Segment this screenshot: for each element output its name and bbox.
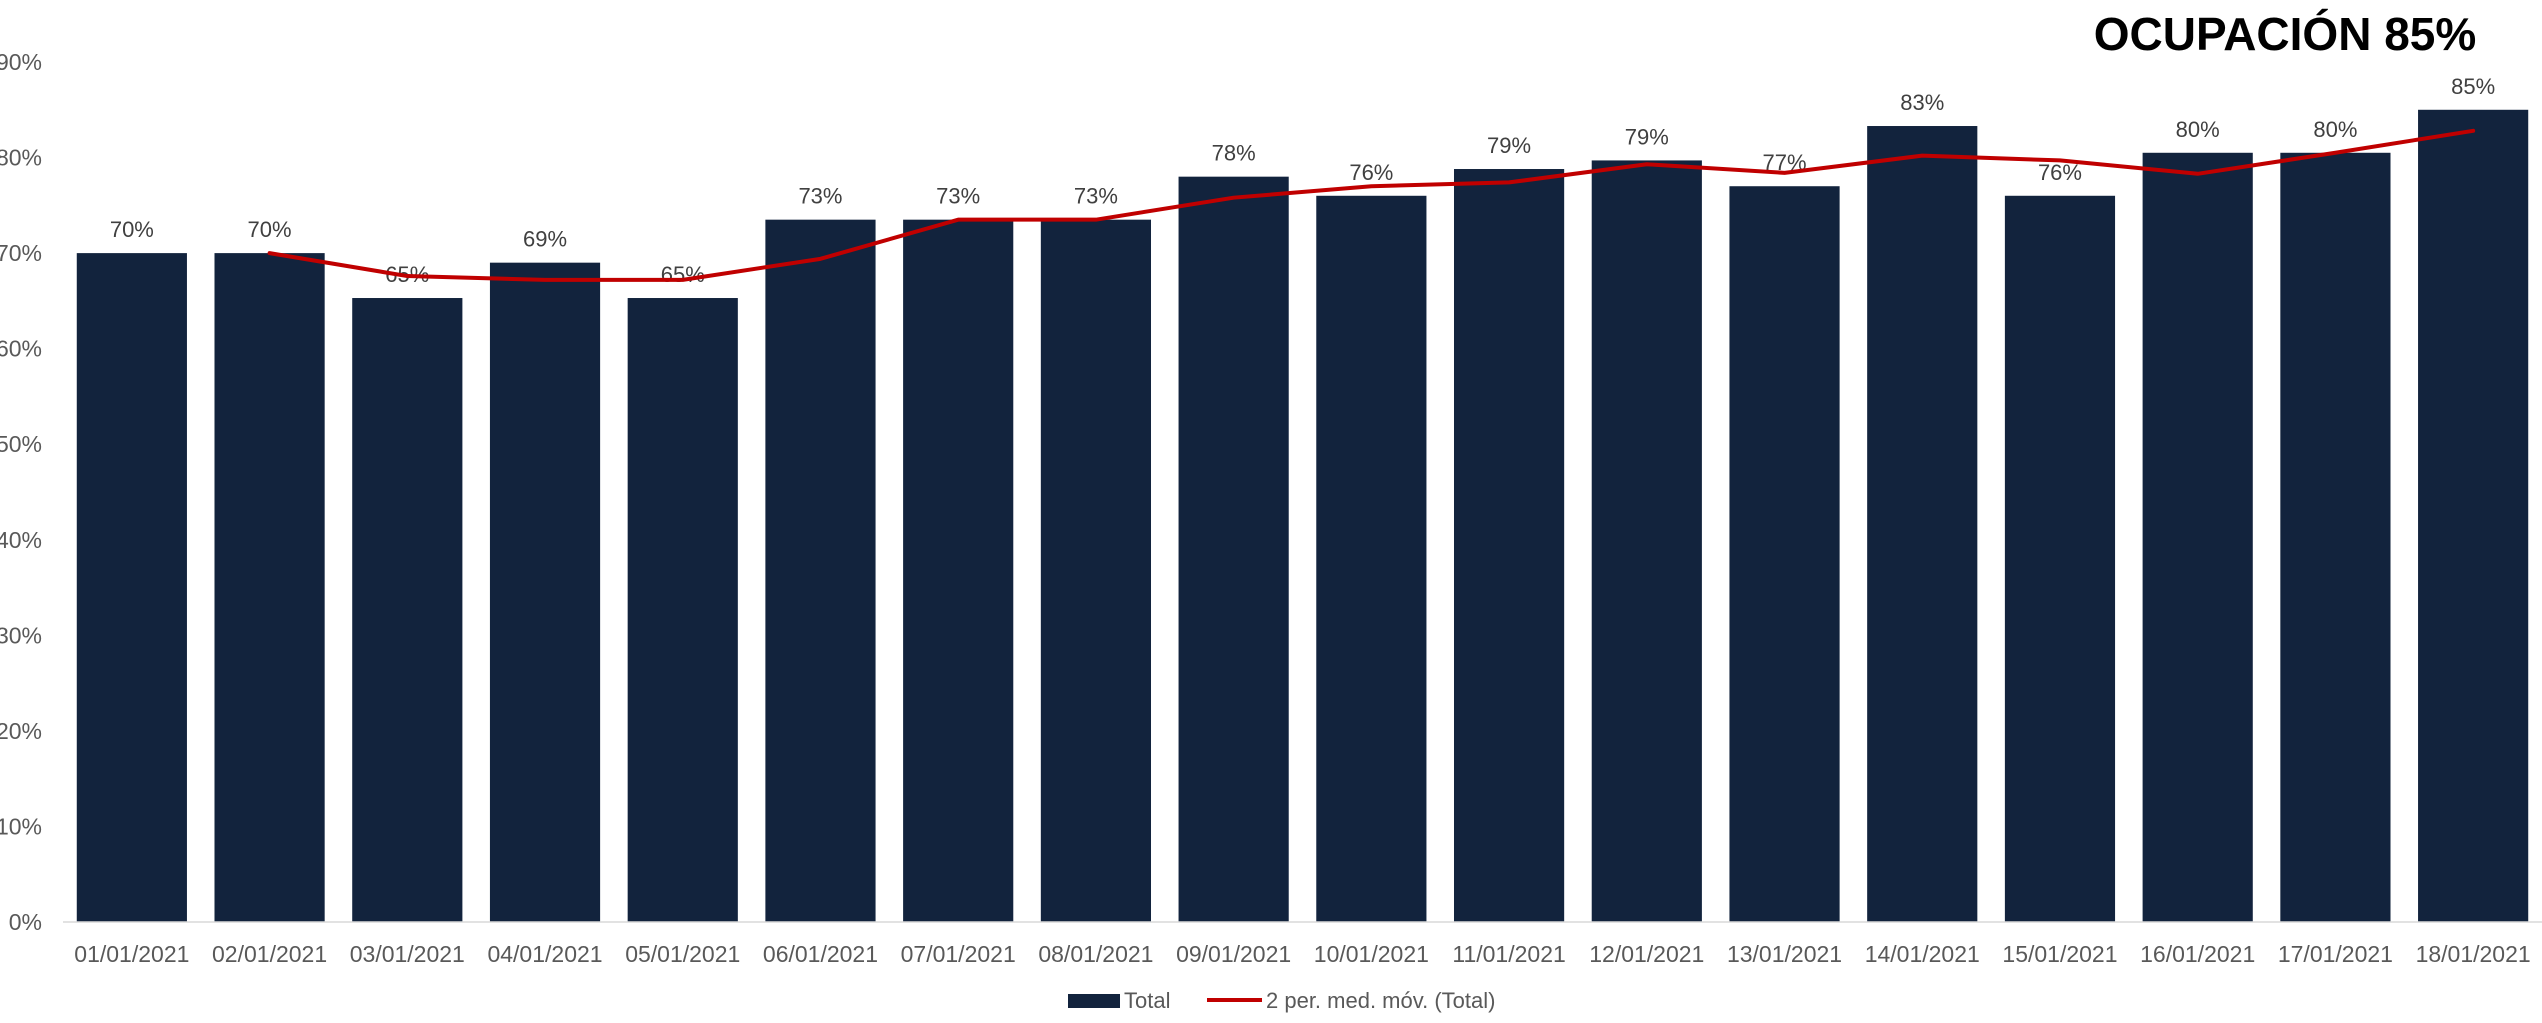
chart-title: OCUPACIÓN 85%: [2094, 8, 2477, 60]
x-tick-label: 09/01/2021: [1176, 941, 1291, 967]
bar-total: [489, 262, 601, 923]
y-tick-label: 70%: [0, 240, 42, 266]
bar-data-label: 78%: [1212, 141, 1256, 166]
x-tick-label: 03/01/2021: [350, 941, 465, 967]
moving-average-series: [267, 128, 2476, 282]
bar-data-label: 73%: [798, 184, 842, 209]
bar-data-label: 79%: [1625, 124, 1669, 149]
y-tick-label: 30%: [0, 622, 42, 648]
bar-total: [903, 219, 1014, 922]
bar-total: [1316, 195, 1427, 922]
bar-data-label: 69%: [523, 227, 567, 252]
bar-data-label: 76%: [2038, 160, 2082, 185]
bar-total: [1453, 169, 1565, 922]
bar-data-label: 79%: [1487, 133, 1531, 158]
y-tick-label: 40%: [0, 527, 42, 553]
bar-data-label: 80%: [2313, 117, 2357, 142]
y-tick-label: 60%: [0, 336, 42, 362]
bar-total: [2418, 109, 2529, 923]
x-tick-label: 18/01/2021: [2416, 941, 2531, 967]
legend: Total 2 per. med. móv. (Total): [1068, 988, 1495, 1013]
x-tick-label: 04/01/2021: [487, 941, 602, 967]
x-tick-label: 17/01/2021: [2278, 941, 2393, 967]
x-tick-label: 02/01/2021: [212, 941, 327, 967]
x-tick-label: 14/01/2021: [1865, 941, 1980, 967]
bar-data-label: 76%: [1349, 160, 1393, 185]
bar-total: [1178, 176, 1289, 922]
y-tick-label: 20%: [0, 718, 42, 744]
x-tick-label: 05/01/2021: [625, 941, 740, 967]
bar-series-total: [76, 109, 2529, 923]
legend-swatch-total: [1068, 994, 1120, 1008]
legend-label-moving-average: 2 per. med. móv. (Total): [1266, 988, 1495, 1013]
bar-total: [1040, 219, 1152, 922]
x-tick-label: 13/01/2021: [1727, 941, 1842, 967]
x-tick-label: 08/01/2021: [1038, 941, 1153, 967]
y-axis: 0% 10% 20% 30% 40% 50% 60% 70% 80% 90%: [0, 49, 42, 935]
x-tick-label: 16/01/2021: [2140, 941, 2255, 967]
x-tick-label: 06/01/2021: [763, 941, 878, 967]
bar-data-label: 83%: [1900, 90, 1944, 115]
y-tick-label: 90%: [0, 49, 42, 75]
y-tick-label: 0%: [9, 909, 42, 935]
bar-data-label: 85%: [2451, 74, 2495, 99]
bar-total: [2142, 152, 2253, 922]
bar-data-label: 65%: [661, 262, 705, 287]
x-tick-label: 07/01/2021: [901, 941, 1016, 967]
x-axis: 01/01/2021 02/01/2021 03/01/2021 04/01/2021…: [74, 941, 2530, 967]
y-tick-label: 10%: [0, 813, 42, 839]
x-tick-label: 10/01/2021: [1314, 941, 1429, 967]
bar-total: [214, 253, 325, 923]
bar-data-label: 80%: [2176, 117, 2220, 142]
bar-total: [2280, 152, 2391, 922]
bar-total: [627, 298, 738, 922]
bar-total: [2004, 195, 2116, 922]
bar-total: [765, 219, 876, 922]
bar-data-label: 70%: [110, 217, 154, 242]
bar-total: [1867, 126, 1978, 923]
bar-data-label: 70%: [248, 217, 292, 242]
y-tick-label: 50%: [0, 431, 42, 457]
legend-label-total: Total: [1124, 988, 1170, 1013]
moving-average-line: [267, 128, 2476, 282]
bar-total: [1729, 186, 1840, 922]
bar-total: [352, 298, 463, 922]
y-tick-label: 80%: [0, 145, 42, 171]
x-tick-label: 15/01/2021: [2002, 941, 2117, 967]
x-tick-label: 01/01/2021: [74, 941, 189, 967]
x-tick-label: 11/01/2021: [1452, 941, 1565, 967]
bar-data-label: 73%: [936, 184, 980, 209]
bar-total: [1591, 160, 1702, 922]
bar-data-label: 73%: [1074, 184, 1118, 209]
bar-total: [76, 253, 187, 923]
x-tick-label: 12/01/2021: [1589, 941, 1704, 967]
bar-data-labels: 70% 70%65%69%65%73% 73% 73%78%76%79% 79%77%8…: [110, 74, 2495, 287]
